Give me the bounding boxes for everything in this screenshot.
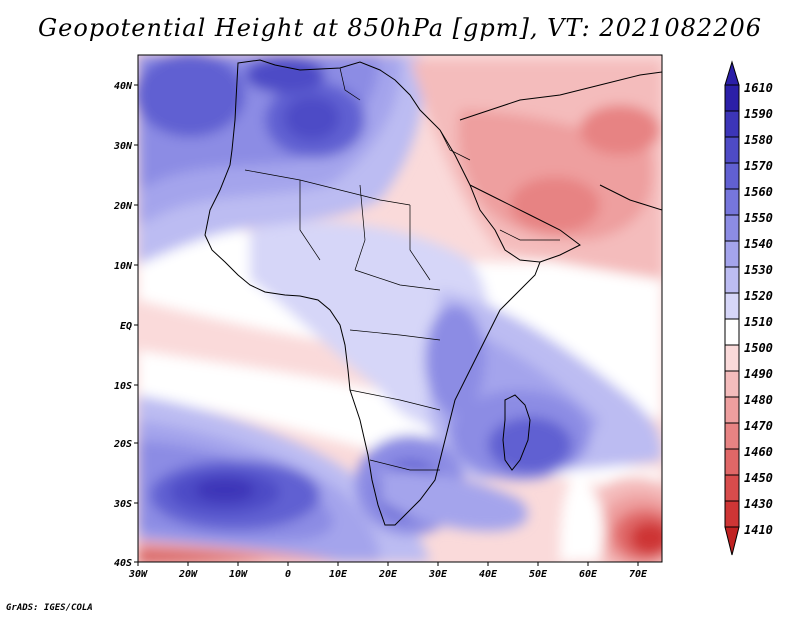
map-title: Geopotential Height at 850hPa [gpm], VT:… xyxy=(38,14,762,42)
lat-label: EQ xyxy=(120,321,132,332)
colorbar-label: 1570 xyxy=(744,159,773,173)
border-central xyxy=(354,269,441,291)
border-south xyxy=(369,459,440,471)
lat-label: 10S xyxy=(114,381,132,392)
colorbar-label: 1430 xyxy=(744,497,773,511)
colorbar-swatch xyxy=(724,266,740,294)
colorbar-swatch xyxy=(724,370,740,398)
grads-credit: GrADS: IGES/COLA xyxy=(6,603,93,613)
lon-tick-marks xyxy=(137,562,639,566)
colorbar-label: 1590 xyxy=(744,107,773,121)
colorbar-label: 1550 xyxy=(744,211,773,225)
lat-labels: 40N 30N 20N 10N EQ 10S 20S 30S 40S xyxy=(113,81,133,569)
lat-label: 40N xyxy=(114,81,133,92)
colorbar-swatch xyxy=(724,318,740,346)
lon-label: 50E xyxy=(529,569,548,580)
colorbar-label: 1450 xyxy=(744,471,773,485)
colorbar-label: 1580 xyxy=(744,133,773,147)
colorbar-bottom-arrow xyxy=(724,526,740,556)
madagascar-outline xyxy=(502,394,531,471)
border-drc xyxy=(349,329,441,341)
lon-labels: 30W 20W 10W 0 10E 20E 30E 40E 50E 60E 70… xyxy=(128,569,648,580)
lat-label: 10N xyxy=(114,261,133,272)
colorbar-swatch xyxy=(724,396,740,424)
persian-low-core xyxy=(580,105,660,155)
lon-label: 40E xyxy=(479,569,498,580)
asia-coast xyxy=(459,71,662,121)
colorbar-swatch xyxy=(724,240,740,268)
border-chad xyxy=(354,184,366,271)
colorbar: 1610 1590 1580 1570 1560 1550 1540 1530 … xyxy=(724,60,773,556)
colorbar-label: 1560 xyxy=(744,185,773,199)
lon-label: 10E xyxy=(329,569,348,580)
lat-label: 30N xyxy=(113,141,133,152)
border-sahara-1 xyxy=(244,169,411,206)
colorbar-swatch xyxy=(724,214,740,242)
colorbar-label: 1460 xyxy=(744,445,773,459)
lat-label: 20N xyxy=(113,201,133,212)
colorbar-swatch xyxy=(724,344,740,372)
azores-high-core xyxy=(138,55,245,137)
lon-label: 0 xyxy=(285,569,291,580)
se-low-white-edge xyxy=(560,470,604,562)
height-field xyxy=(138,55,662,562)
lon-label: 60E xyxy=(579,569,598,580)
border-sahara-2 xyxy=(299,180,321,261)
border-libya xyxy=(339,67,361,101)
colorbar-swatch xyxy=(724,474,740,502)
colorbar-label: 1470 xyxy=(744,419,773,433)
colorbar-top-arrow xyxy=(724,60,740,86)
colorbar-label: 1480 xyxy=(744,393,773,407)
colorbar-label: 1540 xyxy=(744,237,773,251)
border-arabia xyxy=(499,229,560,241)
lat-label: 20S xyxy=(113,439,132,450)
lon-label: 10W xyxy=(229,569,248,580)
country-borders xyxy=(244,67,560,471)
colorbar-label: 1410 xyxy=(744,523,773,537)
sw-low-core xyxy=(138,552,270,562)
colorbar-label: 1610 xyxy=(744,81,773,95)
colorbar-swatch xyxy=(724,136,740,164)
plot-frame xyxy=(137,54,663,563)
lat-label: 30S xyxy=(113,499,132,510)
india-coast xyxy=(599,184,662,211)
colorbar-label: 1530 xyxy=(744,263,773,277)
colorbar-swatch xyxy=(724,84,740,112)
colorbar-swatch xyxy=(724,188,740,216)
colorbar-label: 1500 xyxy=(744,341,773,355)
algerian-high-inner xyxy=(284,96,340,140)
colorbar-swatch xyxy=(724,500,740,528)
colorbar-label: 1520 xyxy=(744,289,773,303)
mascarene-core xyxy=(488,417,572,473)
lon-label: 70E xyxy=(629,569,648,580)
st-helena-inner xyxy=(195,478,255,502)
arabian-low-core xyxy=(510,177,600,233)
colorbar-label: 1490 xyxy=(744,367,773,381)
arabia-coast xyxy=(469,184,581,263)
africa-outline xyxy=(204,59,541,526)
colorbar-label: 1510 xyxy=(744,315,773,329)
colorbar-swatch xyxy=(724,110,740,138)
lon-label: 30W xyxy=(128,569,148,580)
east-africa-high xyxy=(425,305,485,415)
colorbar-swatch xyxy=(724,448,740,476)
lon-label: 20W xyxy=(178,569,198,580)
border-sudan xyxy=(409,205,431,281)
border-levant xyxy=(439,129,471,161)
med-high-core xyxy=(245,57,325,93)
border-angola xyxy=(349,389,441,411)
lon-label: 30E xyxy=(428,569,448,580)
lon-label: 20E xyxy=(378,569,398,580)
south-indian-high xyxy=(380,470,528,531)
colorbar-swatch xyxy=(724,422,740,450)
lat-label: 40S xyxy=(114,558,132,569)
colorbar-swatch xyxy=(724,162,740,190)
coastlines xyxy=(204,59,662,526)
se-low-core xyxy=(630,522,662,554)
lat-tick-marks xyxy=(134,84,138,563)
colorbar-swatch xyxy=(724,292,740,320)
